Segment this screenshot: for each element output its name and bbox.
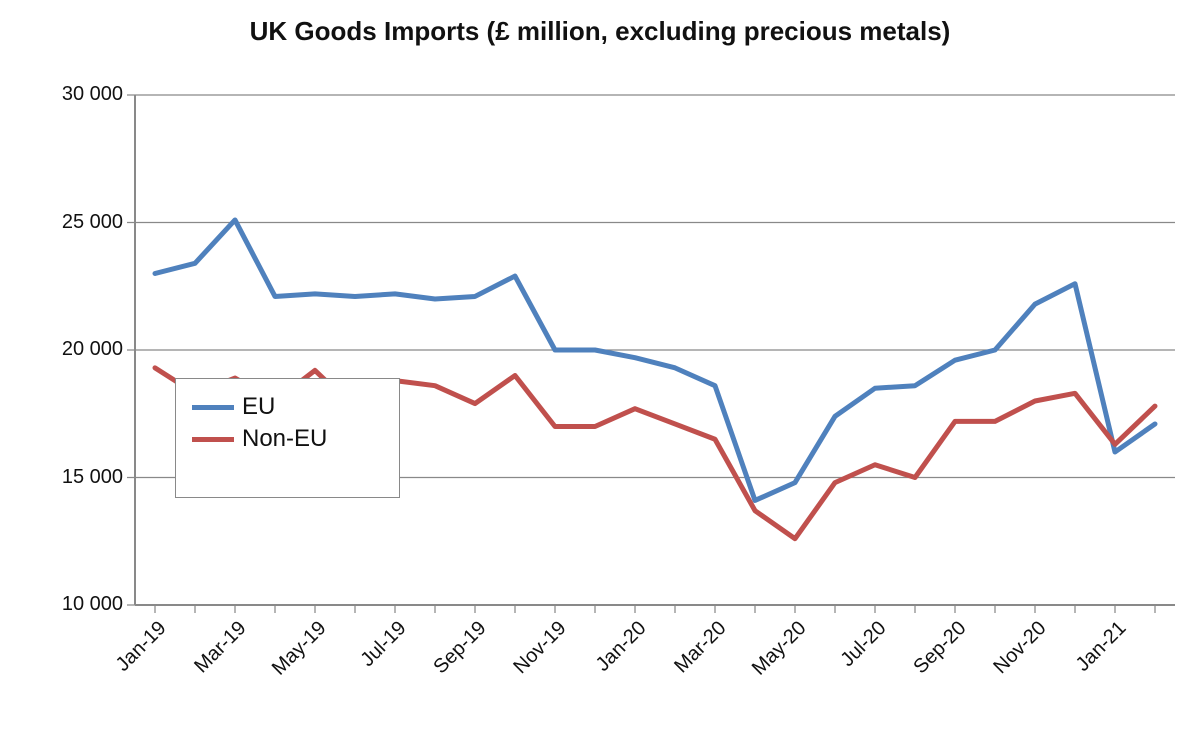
- x-tick-label: Mar-20: [670, 617, 731, 678]
- chart-svg: [135, 95, 1175, 605]
- x-tick-label: Nov-19: [509, 617, 571, 679]
- y-tick-label: 10 000: [62, 593, 123, 616]
- plot-area: [135, 95, 1175, 605]
- legend-entry: EU: [192, 393, 383, 421]
- y-tick-label: 20 000: [62, 338, 123, 361]
- legend-label: Non-EU: [242, 425, 327, 453]
- legend-swatch: [192, 437, 234, 442]
- x-tick-label: Sep-20: [909, 617, 971, 679]
- y-tick-label: 25 000: [62, 211, 123, 234]
- legend-entry: Non-EU: [192, 425, 383, 453]
- legend-label: EU: [242, 393, 275, 421]
- chart-container: UK Goods Imports (£ million, excluding p…: [0, 0, 1200, 735]
- x-tick-label: Jul-20: [836, 617, 891, 672]
- x-tick-label: Mar-19: [190, 617, 251, 678]
- chart-title: UK Goods Imports (£ million, excluding p…: [0, 16, 1200, 47]
- x-tick-label: Sep-19: [429, 617, 491, 679]
- x-tick-label: Jan-20: [592, 617, 652, 677]
- y-tick-label: 30 000: [62, 83, 123, 106]
- legend-swatch: [192, 405, 234, 410]
- x-tick-label: May-19: [268, 617, 331, 680]
- x-tick-label: May-20: [748, 617, 811, 680]
- x-tick-label: Jul-19: [356, 617, 411, 672]
- x-tick-label: Jan-19: [112, 617, 172, 677]
- y-tick-label: 15 000: [62, 466, 123, 489]
- x-tick-label: Nov-20: [989, 617, 1051, 679]
- legend: EU Non-EU: [175, 378, 400, 498]
- x-tick-label: Jan-21: [1072, 617, 1132, 677]
